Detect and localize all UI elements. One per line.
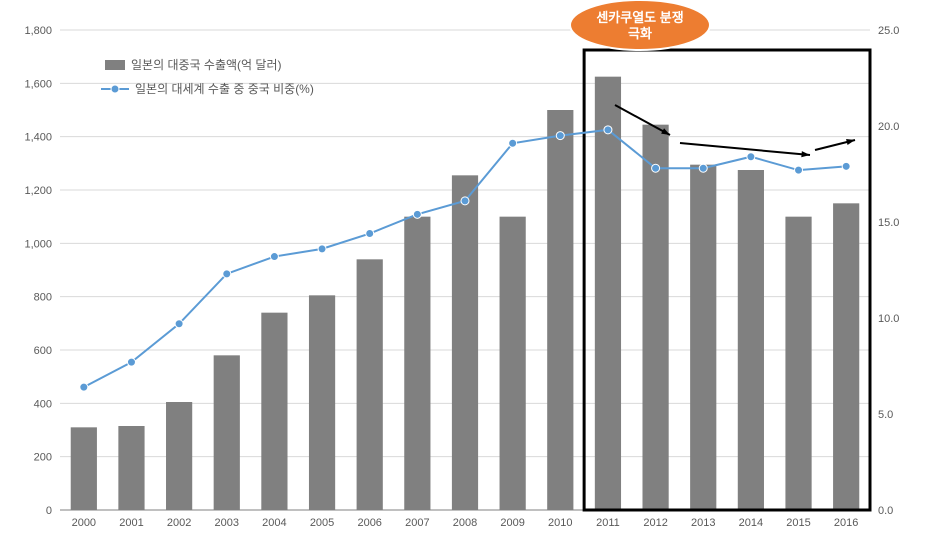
bar — [261, 313, 287, 510]
y-left-tick-label: 1,400 — [24, 132, 52, 144]
y-right-tick-label: 20.0 — [878, 121, 899, 133]
bar — [785, 217, 811, 510]
legend-bar-swatch — [105, 60, 125, 70]
line-marker — [318, 245, 326, 253]
line-marker — [413, 210, 421, 218]
line-marker — [747, 153, 755, 161]
bar — [404, 217, 430, 510]
trend-arrow — [680, 143, 810, 155]
line-marker — [699, 164, 707, 172]
y-left-tick-label: 1,600 — [24, 78, 52, 90]
bar — [309, 295, 335, 510]
line-marker — [556, 132, 564, 140]
bar — [357, 259, 383, 510]
line-marker — [604, 126, 612, 134]
line-marker — [80, 383, 88, 391]
bar — [833, 203, 859, 510]
bar — [642, 125, 668, 510]
annotation-text-line1: 센카쿠열도 분쟁 — [596, 10, 683, 25]
x-tick-label: 2012 — [643, 517, 667, 529]
bar — [118, 426, 144, 510]
bar — [595, 77, 621, 510]
bar — [452, 175, 478, 510]
y-right-tick-label: 25.0 — [878, 25, 899, 37]
chart-container: 0 200 400 600 800 1,000 1,200 1,400 1,600 1,800 0.… — [0, 0, 928, 549]
x-tick-label: 2000 — [72, 517, 96, 529]
y-left-tick-label: 200 — [34, 452, 52, 464]
x-tick-label: 2001 — [119, 517, 143, 529]
bar — [166, 402, 192, 510]
x-tick-label: 2014 — [739, 517, 763, 529]
x-tick-label: 2010 — [548, 517, 572, 529]
x-tick-label: 2013 — [691, 517, 715, 529]
x-tick-label: 2016 — [834, 517, 858, 529]
legend-bar-label: 일본의 대중국 수출액(억 달러) — [131, 58, 281, 72]
bar — [500, 217, 526, 510]
combo-chart: 0 200 400 600 800 1,000 1,200 1,400 1,600 1,800 0.… — [0, 0, 928, 549]
line-marker — [175, 320, 183, 328]
y-left-tick-label: 0 — [46, 505, 52, 517]
y-right-tick-label: 10.0 — [878, 313, 899, 325]
y-right-tick-label: 0.0 — [878, 505, 893, 517]
y-left-tick-label: 800 — [34, 292, 52, 304]
x-tick-label: 2006 — [357, 517, 381, 529]
bar — [547, 110, 573, 510]
line-marker — [461, 197, 469, 205]
x-tick-label: 2005 — [310, 517, 334, 529]
line-marker — [842, 162, 850, 170]
x-tick-label: 2004 — [262, 517, 286, 529]
line-marker — [270, 253, 278, 261]
bar — [214, 355, 240, 510]
line-marker — [223, 270, 231, 278]
annotation-text-line2: 극화 — [628, 26, 652, 41]
y-right-tick-label: 5.0 — [878, 409, 893, 421]
line-marker — [795, 166, 803, 174]
y-left-tick-label: 1,200 — [24, 185, 52, 197]
line-marker — [509, 139, 517, 147]
bar — [71, 427, 97, 510]
line-marker — [652, 164, 660, 172]
y-left-tick-label: 1,000 — [24, 238, 52, 250]
x-tick-label: 2009 — [500, 517, 524, 529]
line-marker — [366, 230, 374, 238]
y-left-tick-label: 400 — [34, 398, 52, 410]
x-tick-label: 2011 — [596, 517, 620, 529]
line-marker — [127, 358, 135, 366]
highlight-box — [584, 50, 870, 510]
arrow-head-icon — [846, 139, 855, 145]
bar — [738, 170, 764, 510]
annotation-callout — [570, 0, 710, 50]
y-left-tick-label: 1,800 — [24, 25, 52, 37]
x-tick-label: 2015 — [786, 517, 810, 529]
y-right-tick-label: 15.0 — [878, 217, 899, 229]
x-tick-label: 2002 — [167, 517, 191, 529]
x-tick-label: 2008 — [453, 517, 477, 529]
legend-line-label: 일본의 대세계 수출 중 중국 비중(%) — [135, 82, 314, 96]
bar — [690, 165, 716, 510]
y-left-tick-label: 600 — [34, 345, 52, 357]
x-tick-label: 2007 — [405, 517, 429, 529]
x-tick-label: 2003 — [215, 517, 239, 529]
legend-line-marker — [111, 85, 119, 93]
